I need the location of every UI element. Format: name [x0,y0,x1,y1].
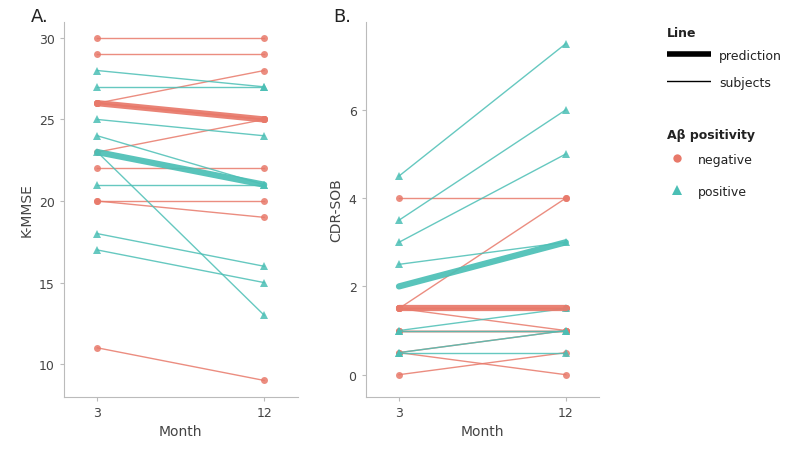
X-axis label: Month: Month [159,424,202,438]
Y-axis label: K-MMSE: K-MMSE [19,183,34,237]
Text: prediction: prediction [719,50,782,63]
Text: positive: positive [698,185,746,198]
Text: negative: negative [698,154,753,166]
X-axis label: Month: Month [461,424,504,438]
Text: A.: A. [31,8,49,26]
Text: Line: Line [667,27,697,40]
Text: B.: B. [333,8,351,26]
Text: Aβ positivity: Aβ positivity [667,129,755,142]
Y-axis label: CDR-SOB: CDR-SOB [329,178,343,242]
Text: subjects: subjects [719,77,771,90]
